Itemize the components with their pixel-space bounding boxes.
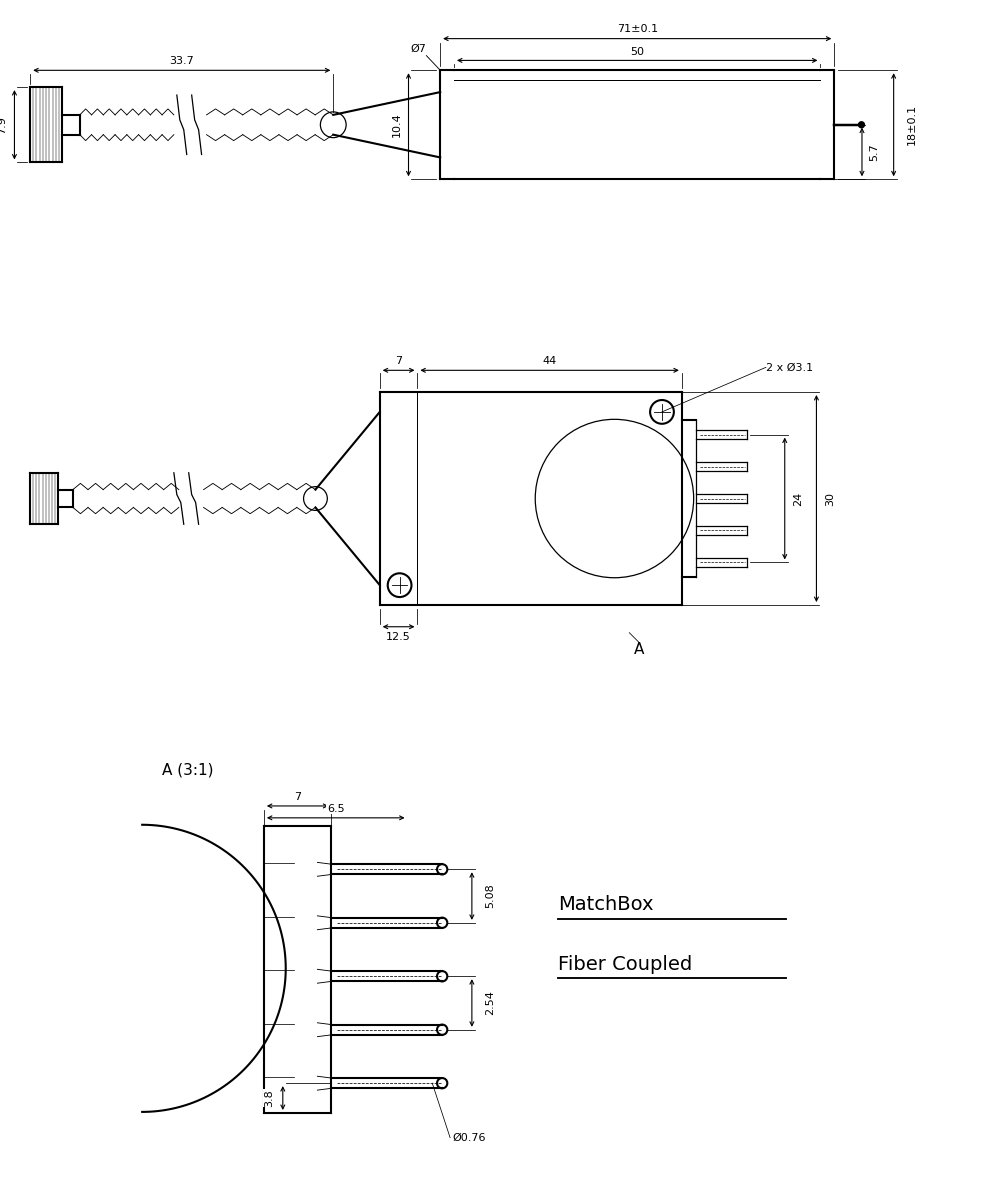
- Text: 12.5: 12.5: [386, 632, 411, 641]
- Text: 3.8: 3.8: [264, 1089, 274, 1107]
- Text: Ø0.76: Ø0.76: [452, 1133, 486, 1143]
- Text: 33.7: 33.7: [169, 57, 194, 66]
- Text: 18±0.1: 18±0.1: [906, 105, 916, 146]
- Text: 6.5: 6.5: [327, 804, 345, 814]
- Text: 10.4: 10.4: [392, 112, 402, 137]
- Text: MatchBox: MatchBox: [558, 895, 654, 914]
- Text: 5.08: 5.08: [485, 884, 495, 908]
- Text: 7: 7: [294, 792, 301, 802]
- Text: 2 x Ø3.1: 2 x Ø3.1: [766, 362, 813, 373]
- Text: 5.7: 5.7: [869, 143, 879, 161]
- Text: 7.9: 7.9: [0, 115, 8, 134]
- Text: 2.54: 2.54: [485, 990, 495, 1015]
- Text: 71±0.1: 71±0.1: [617, 24, 658, 34]
- Text: 30: 30: [825, 492, 835, 505]
- Text: A (3:1): A (3:1): [162, 763, 213, 778]
- Text: A: A: [634, 642, 644, 657]
- Text: 24: 24: [794, 491, 804, 505]
- Text: 44: 44: [542, 356, 557, 367]
- Text: Ø7: Ø7: [410, 43, 426, 53]
- Text: 50: 50: [630, 47, 644, 58]
- Text: 7: 7: [395, 356, 402, 367]
- Text: Fiber Coupled: Fiber Coupled: [558, 955, 692, 974]
- Circle shape: [859, 122, 864, 128]
